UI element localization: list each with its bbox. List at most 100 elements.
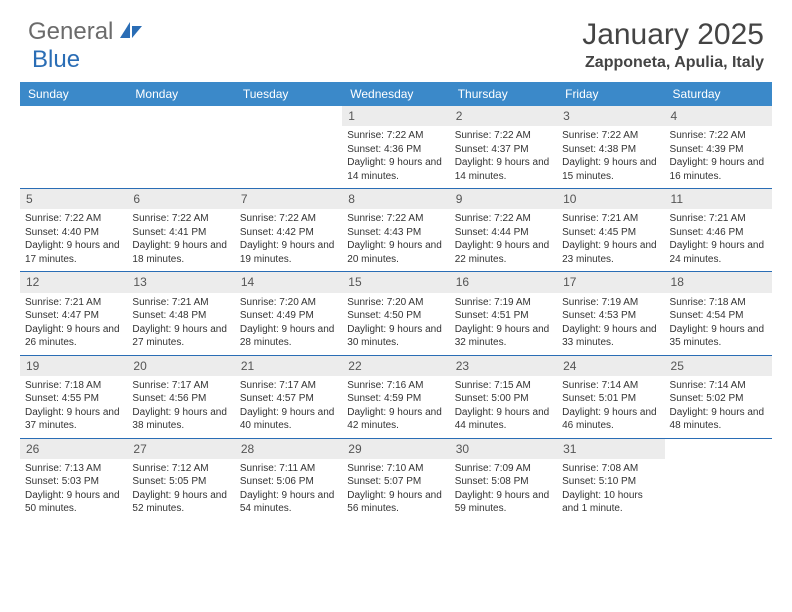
day-cell: 13Sunrise: 7:21 AMSunset: 4:48 PMDayligh… [127,272,234,354]
sunrise-text: Sunrise: 7:18 AM [25,379,122,393]
sunset-text: Sunset: 4:48 PM [132,309,229,323]
sunrise-text: Sunrise: 7:17 AM [132,379,229,393]
daylight-text: Daylight: 9 hours and 38 minutes. [132,406,229,433]
sunrise-text: Sunrise: 7:13 AM [25,462,122,476]
day-number: 8 [342,189,449,209]
sunset-text: Sunset: 4:36 PM [347,143,444,157]
sunrise-text: Sunrise: 7:09 AM [455,462,552,476]
sunrise-text: Sunrise: 7:22 AM [670,129,767,143]
sunset-text: Sunset: 5:02 PM [670,392,767,406]
day-cell: 1Sunrise: 7:22 AMSunset: 4:36 PMDaylight… [342,106,449,188]
day-number: 30 [450,439,557,459]
sunrise-text: Sunrise: 7:21 AM [670,212,767,226]
day-cell: 21Sunrise: 7:17 AMSunset: 4:57 PMDayligh… [235,356,342,438]
sunset-text: Sunset: 4:56 PM [132,392,229,406]
daylight-text: Daylight: 9 hours and 40 minutes. [240,406,337,433]
sunrise-text: Sunrise: 7:15 AM [455,379,552,393]
daylight-text: Daylight: 9 hours and 46 minutes. [562,406,659,433]
daylight-text: Daylight: 9 hours and 42 minutes. [347,406,444,433]
day-header: Friday [557,82,664,106]
weeks-container: ...1Sunrise: 7:22 AMSunset: 4:36 PMDayli… [20,106,772,521]
day-body: Sunrise: 7:11 AMSunset: 5:06 PMDaylight:… [235,459,342,521]
sunrise-text: Sunrise: 7:21 AM [562,212,659,226]
daylight-text: Daylight: 9 hours and 54 minutes. [240,489,337,516]
day-body: Sunrise: 7:22 AMSunset: 4:36 PMDaylight:… [342,126,449,188]
sunrise-text: Sunrise: 7:21 AM [25,296,122,310]
day-body: Sunrise: 7:17 AMSunset: 4:56 PMDaylight:… [127,376,234,438]
day-cell: 31Sunrise: 7:08 AMSunset: 5:10 PMDayligh… [557,439,664,521]
day-cell: 22Sunrise: 7:16 AMSunset: 4:59 PMDayligh… [342,356,449,438]
day-number: 16 [450,272,557,292]
daylight-text: Daylight: 9 hours and 20 minutes. [347,239,444,266]
day-body: Sunrise: 7:22 AMSunset: 4:43 PMDaylight:… [342,209,449,271]
day-cell: 25Sunrise: 7:14 AMSunset: 5:02 PMDayligh… [665,356,772,438]
day-number: 9 [450,189,557,209]
day-cell: 6Sunrise: 7:22 AMSunset: 4:41 PMDaylight… [127,189,234,271]
day-body: Sunrise: 7:22 AMSunset: 4:42 PMDaylight:… [235,209,342,271]
day-number: 12 [20,272,127,292]
daylight-text: Daylight: 9 hours and 18 minutes. [132,239,229,266]
day-cell: . [20,106,127,188]
daylight-text: Daylight: 9 hours and 30 minutes. [347,323,444,350]
daylight-text: Daylight: 9 hours and 26 minutes. [25,323,122,350]
sunrise-text: Sunrise: 7:22 AM [455,212,552,226]
daylight-text: Daylight: 9 hours and 14 minutes. [455,156,552,183]
day-body: Sunrise: 7:22 AMSunset: 4:40 PMDaylight:… [20,209,127,271]
sunset-text: Sunset: 5:10 PM [562,475,659,489]
day-body: Sunrise: 7:21 AMSunset: 4:45 PMDaylight:… [557,209,664,271]
sunset-text: Sunset: 4:51 PM [455,309,552,323]
day-number: 5 [20,189,127,209]
day-header: Sunday [20,82,127,106]
sunset-text: Sunset: 4:46 PM [670,226,767,240]
daylight-text: Daylight: 9 hours and 16 minutes. [670,156,767,183]
day-cell: 8Sunrise: 7:22 AMSunset: 4:43 PMDaylight… [342,189,449,271]
day-body: Sunrise: 7:08 AMSunset: 5:10 PMDaylight:… [557,459,664,521]
daylight-text: Daylight: 9 hours and 28 minutes. [240,323,337,350]
day-number: 7 [235,189,342,209]
day-body: Sunrise: 7:19 AMSunset: 4:53 PMDaylight:… [557,293,664,355]
day-body: Sunrise: 7:15 AMSunset: 5:00 PMDaylight:… [450,376,557,438]
day-body: Sunrise: 7:21 AMSunset: 4:48 PMDaylight:… [127,293,234,355]
logo: General [28,18,146,46]
day-cell: 5Sunrise: 7:22 AMSunset: 4:40 PMDaylight… [20,189,127,271]
sunrise-text: Sunrise: 7:22 AM [347,129,444,143]
sunrise-text: Sunrise: 7:18 AM [670,296,767,310]
sunset-text: Sunset: 4:38 PM [562,143,659,157]
sunset-text: Sunset: 4:40 PM [25,226,122,240]
daylight-text: Daylight: 9 hours and 35 minutes. [670,323,767,350]
day-number: 22 [342,356,449,376]
day-cell: 15Sunrise: 7:20 AMSunset: 4:50 PMDayligh… [342,272,449,354]
sunset-text: Sunset: 5:03 PM [25,475,122,489]
day-cell: 24Sunrise: 7:14 AMSunset: 5:01 PMDayligh… [557,356,664,438]
sunrise-text: Sunrise: 7:21 AM [132,296,229,310]
day-cell: 23Sunrise: 7:15 AMSunset: 5:00 PMDayligh… [450,356,557,438]
page-header: General January 2025 Zapponeta, Apulia, … [0,0,792,82]
day-cell: 4Sunrise: 7:22 AMSunset: 4:39 PMDaylight… [665,106,772,188]
daylight-text: Daylight: 9 hours and 23 minutes. [562,239,659,266]
day-body: Sunrise: 7:19 AMSunset: 4:51 PMDaylight:… [450,293,557,355]
day-number: 21 [235,356,342,376]
day-cell: 9Sunrise: 7:22 AMSunset: 4:44 PMDaylight… [450,189,557,271]
sunrise-text: Sunrise: 7:22 AM [562,129,659,143]
day-body: Sunrise: 7:20 AMSunset: 4:50 PMDaylight:… [342,293,449,355]
sunset-text: Sunset: 4:43 PM [347,226,444,240]
sunset-text: Sunset: 5:00 PM [455,392,552,406]
day-body: Sunrise: 7:22 AMSunset: 4:38 PMDaylight:… [557,126,664,188]
day-number: 20 [127,356,234,376]
title-block: January 2025 Zapponeta, Apulia, Italy [582,18,764,72]
daylight-text: Daylight: 9 hours and 56 minutes. [347,489,444,516]
sunrise-text: Sunrise: 7:20 AM [347,296,444,310]
day-body: Sunrise: 7:20 AMSunset: 4:49 PMDaylight:… [235,293,342,355]
day-number: 17 [557,272,664,292]
day-cell: 7Sunrise: 7:22 AMSunset: 4:42 PMDaylight… [235,189,342,271]
sunrise-text: Sunrise: 7:22 AM [25,212,122,226]
week-row: 26Sunrise: 7:13 AMSunset: 5:03 PMDayligh… [20,439,772,521]
day-header: Wednesday [342,82,449,106]
sunrise-text: Sunrise: 7:20 AM [240,296,337,310]
day-number: 18 [665,272,772,292]
sunset-text: Sunset: 4:55 PM [25,392,122,406]
week-row: 12Sunrise: 7:21 AMSunset: 4:47 PMDayligh… [20,272,772,355]
day-body: Sunrise: 7:12 AMSunset: 5:05 PMDaylight:… [127,459,234,521]
sunrise-text: Sunrise: 7:17 AM [240,379,337,393]
day-cell: 30Sunrise: 7:09 AMSunset: 5:08 PMDayligh… [450,439,557,521]
